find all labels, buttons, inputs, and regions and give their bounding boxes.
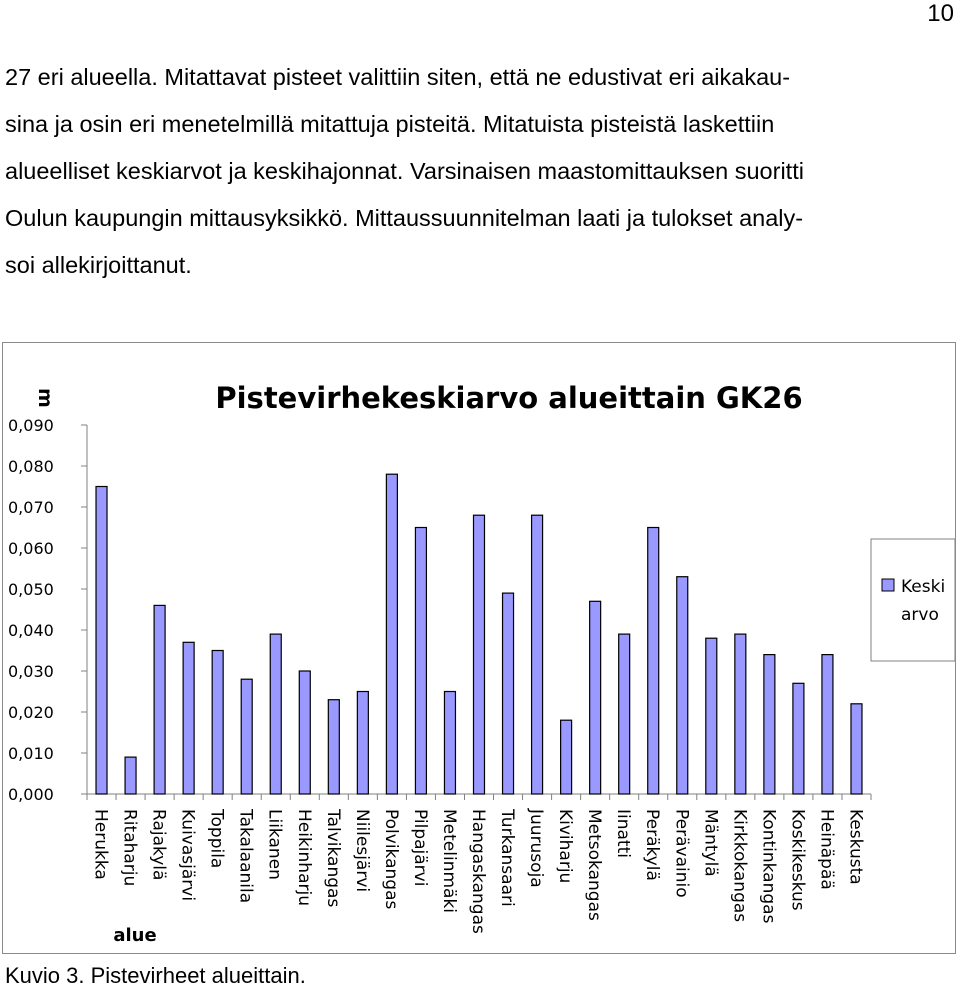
y-tick-label: 0,080 [8, 457, 54, 476]
y-tick-label: 0,010 [8, 744, 54, 763]
bar [763, 654, 776, 795]
bar [443, 690, 457, 795]
bar [792, 682, 805, 795]
x-tick-label: Koskikeskus [787, 809, 807, 911]
x-axis-label: alue [113, 925, 156, 946]
x-tick-label: Metsokangas [584, 809, 604, 921]
x-tick-label: Kontinkangas [758, 809, 778, 924]
paragraph-line: Oulun kaupungin mittausyksikkö. Mittauss… [5, 205, 804, 231]
x-tick-label: Kiviharju [555, 809, 575, 883]
y-tick-label: 0,070 [8, 498, 54, 517]
bar [472, 514, 486, 795]
y-axis-label: m [34, 388, 56, 408]
y-tick-label: 0,090 [8, 416, 54, 435]
x-tick-label: Liikanen [265, 809, 285, 880]
x-tick-label: Kuivasjärvi [178, 809, 198, 901]
x-tick-label: Heikinharju [294, 809, 314, 906]
bar [269, 633, 282, 795]
bar [850, 703, 863, 795]
bar [95, 485, 108, 795]
bar [821, 654, 834, 795]
x-tick-label: Iinatti [613, 809, 633, 858]
x-tick-label: Juurusoja [526, 808, 546, 888]
bar [705, 637, 718, 795]
paragraph-line: alueelliset keskiarvot ja keskihajonnat.… [5, 158, 804, 184]
bar [589, 600, 602, 795]
figure-caption: Kuvio 3. Pistevirheet alueittain. [5, 963, 306, 988]
bar [676, 576, 689, 795]
x-tick-label: Metelinmäki [439, 809, 459, 913]
paragraph-line: 27 eri alueella. Mitattavat pisteet vali… [5, 64, 791, 90]
y-tick-label: 0,030 [8, 662, 54, 681]
bar [501, 592, 515, 795]
x-tick-label: Toppila [207, 808, 227, 868]
bar-chart: Pistevirhekeskiarvo alueittain GK26 m alue… [8, 381, 956, 946]
x-tick-label: Turkansaari [497, 808, 517, 907]
bar [182, 641, 195, 795]
bar [356, 690, 369, 795]
bar [530, 514, 544, 795]
bar [647, 526, 660, 795]
bar [298, 670, 311, 795]
x-tick-label: Mäntylä [700, 809, 720, 877]
bar [385, 473, 398, 795]
x-tick-label: Hangaskangas [468, 809, 488, 934]
chart-container: Pistevirhekeskiarvo alueittain GK26 m alue… [2, 342, 956, 954]
x-tick-label: Polvikangas [381, 809, 401, 909]
bar [414, 526, 428, 795]
x-tick-label: Keskusta [845, 809, 865, 885]
y-tick-label: 0,040 [8, 621, 54, 640]
x-tick-label: Herukka [91, 809, 111, 880]
bar [240, 678, 253, 795]
x-tick-label: Rajakylä [149, 809, 169, 880]
y-tick-label: 0,000 [8, 785, 54, 804]
chart-title: Pistevirhekeskiarvo alueittain GK26 [215, 381, 802, 415]
x-tick-label: Perävainio [671, 809, 691, 898]
y-tick-label: 0,020 [8, 703, 54, 722]
bar [327, 699, 340, 795]
page-number: 10 [927, 0, 954, 27]
x-tick-label: Takalaanila [236, 808, 256, 903]
bar [211, 649, 224, 795]
x-tick-label: Pilpajärvi [410, 809, 430, 886]
x-tick-label: Niilesjärvi [352, 809, 372, 892]
body-paragraph: 27 eri alueella. Mitattavat pisteet vali… [5, 54, 960, 289]
y-tick-label: 0,050 [8, 580, 54, 599]
bar [734, 633, 747, 795]
x-tick-label: Peräkylä [642, 809, 662, 881]
x-tick-label: Kirkkokangas [729, 809, 749, 922]
x-tick-label: Talvikangas [323, 808, 343, 907]
bar [618, 633, 631, 795]
x-tick-label: Ritaharju [120, 809, 140, 886]
y-tick-label: 0,060 [8, 539, 54, 558]
legend-label-line2: arvo [901, 605, 939, 625]
paragraph-line: soi allekirjoittanut. [5, 252, 192, 278]
legend-swatch [881, 578, 895, 592]
bar [560, 719, 573, 795]
bar [124, 756, 137, 795]
bar [153, 604, 166, 795]
paragraph-line: sina ja osin eri menetelmillä mitattuja … [5, 111, 775, 137]
legend-box [870, 538, 956, 662]
x-tick-label: Heinäpää [816, 809, 836, 890]
legend-label-line1: Keski [901, 577, 945, 597]
